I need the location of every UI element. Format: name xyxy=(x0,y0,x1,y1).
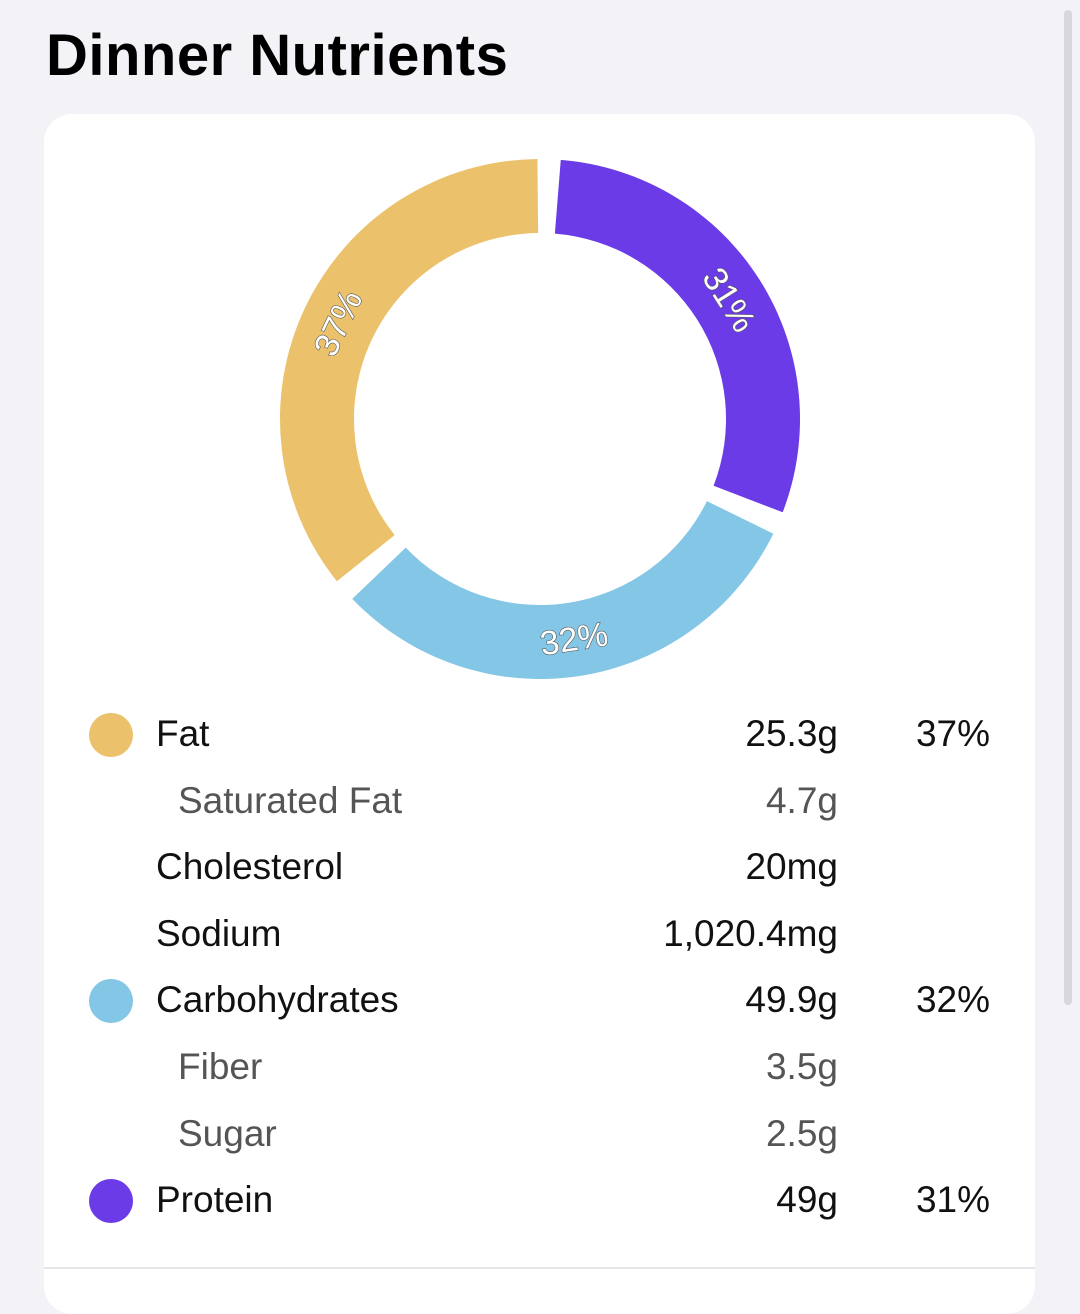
nutrient-amount: 3.5g xyxy=(765,1045,838,1087)
nutrient-row: Protein 49g 31% xyxy=(44,1165,1035,1232)
donut-chart-svg: 31%32%37% xyxy=(280,159,800,679)
nutrient-amount: 49.9g xyxy=(745,979,838,1021)
donut-slice-carbohydrates xyxy=(352,501,774,679)
nutrient-row: Carbohydrates 49.9g 32% xyxy=(44,965,1035,1032)
nutrient-percent: 32% xyxy=(915,979,990,1021)
nutrient-list: Fat 25.3g 37% Saturated Fat 4.7g Cholest… xyxy=(44,699,1035,1232)
donut-slice-fat xyxy=(280,159,539,582)
nutrient-amount: 4.7g xyxy=(765,779,838,821)
donut-chart: 31% 32% 37% xyxy=(44,114,1035,704)
fat-color-dot xyxy=(89,713,133,757)
page-title: Dinner Nutrients xyxy=(46,23,509,88)
nutrient-row: Sodium 1,020.4mg xyxy=(44,899,1035,966)
nutrients-card: 31% 32% 37% Fat 25.3g 37% Saturated Fat 4.… xyxy=(44,114,1035,1314)
scrollbar[interactable] xyxy=(1064,10,1072,1005)
donut-slice-protein xyxy=(554,159,800,513)
nutrient-row: Sugar 2.5g xyxy=(44,1099,1035,1166)
nutrient-name: Cholesterol xyxy=(156,846,344,888)
nutrient-amount: 49g xyxy=(776,1179,838,1221)
nutrient-row: Fiber 3.5g xyxy=(44,1032,1035,1099)
nutrient-percent: 37% xyxy=(915,713,990,754)
nutrient-row: Cholesterol 20mg xyxy=(44,832,1035,899)
nutrient-amount: 25.3g xyxy=(745,713,838,754)
nutrient-name: Fat xyxy=(156,713,210,754)
nutrient-amount: 20mg xyxy=(745,846,838,888)
nutrient-name: Fiber xyxy=(178,1045,263,1087)
divider xyxy=(44,1267,1035,1269)
nutrient-name: Protein xyxy=(156,1179,274,1221)
nutrient-name: Sodium xyxy=(156,912,282,954)
nutrient-percent: 31% xyxy=(915,1179,990,1221)
nutrient-name: Carbohydrates xyxy=(156,979,399,1021)
nutrient-amount: 2.5g xyxy=(765,1112,838,1154)
nutrient-name: Saturated Fat xyxy=(178,779,403,821)
nutrient-row: Fat 25.3g 37% xyxy=(44,699,1035,766)
nutrient-amount: 1,020.4mg xyxy=(663,912,838,954)
nutrient-row: Saturated Fat 4.7g xyxy=(44,766,1035,833)
carbohydrates-color-dot xyxy=(89,979,133,1024)
nutrient-name: Sugar xyxy=(178,1112,277,1154)
protein-color-dot xyxy=(89,1179,133,1224)
